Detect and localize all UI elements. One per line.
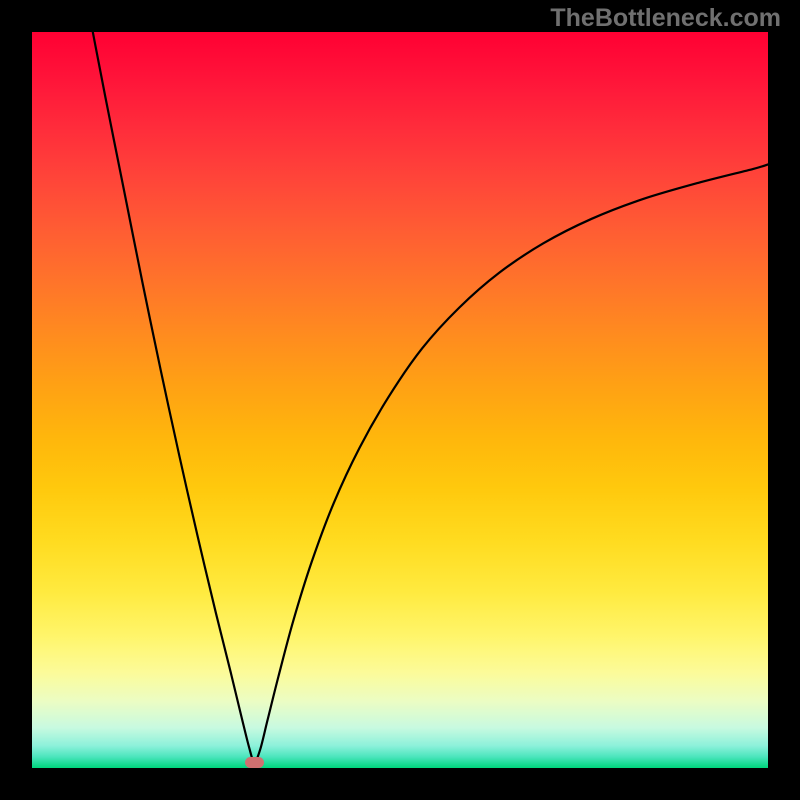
- plot-area: [32, 32, 768, 768]
- minimum-marker: [245, 757, 264, 768]
- curve-svg: [32, 32, 768, 768]
- chart-canvas: TheBottleneck.com: [0, 0, 800, 800]
- watermark-text: TheBottleneck.com: [550, 4, 781, 33]
- bottleneck-curve: [32, 0, 768, 762]
